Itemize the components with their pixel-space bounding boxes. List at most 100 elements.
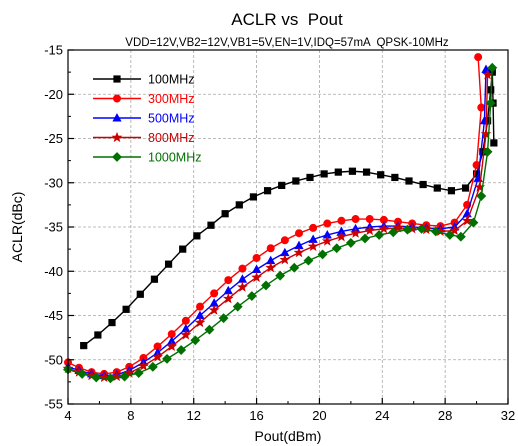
data-point-100mhz — [362, 168, 371, 176]
x-tick-label: 8 — [127, 408, 134, 423]
series-line-1000mhz — [67, 67, 493, 380]
data-point-1000mhz — [455, 231, 466, 242]
legend-item-100mhz: 100MHz — [93, 73, 195, 87]
data-point-100mhz — [249, 193, 258, 201]
data-point-100mhz — [278, 181, 286, 190]
legend-label: 800MHz — [148, 131, 195, 145]
data-point-300mhz — [266, 244, 275, 253]
y-tick-label: -25 — [44, 131, 63, 146]
data-point-1000mhz — [91, 372, 102, 383]
data-point-1000mhz — [444, 230, 455, 240]
data-point-100mhz — [263, 187, 272, 195]
legend-label: 500MHz — [148, 112, 195, 126]
data-point-1000mhz — [246, 291, 257, 301]
data-point-800mhz — [482, 69, 493, 80]
data-point-100mhz — [320, 170, 328, 178]
data-point-800mhz — [293, 246, 305, 258]
y-tick-label: -20 — [44, 87, 63, 102]
data-point-800mhz — [307, 240, 319, 252]
data-point-800mhz — [364, 224, 376, 236]
data-point-300mhz — [210, 289, 219, 298]
data-point-100mhz — [419, 180, 427, 189]
data-point-100mhz — [80, 341, 88, 350]
data-point-800mhz — [180, 329, 192, 340]
data-point-800mhz — [251, 271, 262, 283]
legend: 100MHz 300MHz 500MHz 800MHz 1000MHz — [93, 73, 202, 165]
data-point-800mhz — [378, 223, 390, 234]
data-point-800mhz — [449, 224, 460, 236]
data-point-100mhz — [405, 177, 413, 185]
x-tick-label: 20 — [312, 408, 326, 423]
data-point-500mhz — [251, 264, 262, 273]
series-line-300mhz — [67, 57, 482, 375]
data-point-1000mhz — [331, 243, 342, 254]
data-point-100mhz — [433, 184, 441, 192]
data-point-1000mhz — [468, 217, 479, 228]
data-point-800mhz — [98, 371, 110, 383]
x-tick-label: 4 — [64, 408, 71, 423]
data-point-100mhz — [235, 201, 243, 209]
legend-item-500mhz: 500MHz — [93, 112, 195, 126]
data-point-800mhz — [461, 215, 473, 226]
legend-marker — [112, 113, 122, 122]
data-point-100mhz — [391, 173, 399, 182]
data-point-100mhz — [207, 221, 215, 229]
y-axis-label: ACLR(dBc) — [9, 192, 25, 263]
data-point-300mhz — [181, 316, 190, 325]
data-point-300mhz — [238, 264, 247, 273]
data-point-1000mhz — [147, 361, 158, 372]
data-point-300mhz — [309, 223, 318, 232]
series-100mhz — [80, 68, 498, 350]
x-tick-label: 16 — [249, 408, 263, 423]
data-point-1000mhz — [430, 226, 441, 237]
legend-label: 100MHz — [148, 73, 195, 87]
data-point-800mhz — [194, 316, 206, 328]
data-point-800mhz — [350, 227, 361, 238]
data-point-1000mhz — [176, 345, 187, 355]
data-point-1000mhz — [374, 230, 385, 240]
data-point-100mhz — [122, 305, 130, 313]
data-point-1000mhz — [105, 373, 116, 384]
plot-series — [62, 53, 498, 384]
data-point-800mhz — [222, 293, 234, 304]
data-point-1000mhz — [485, 98, 496, 109]
data-point-800mhz — [111, 370, 123, 382]
data-point-800mhz — [336, 231, 347, 242]
data-point-100mhz — [164, 260, 173, 268]
series-line-100mhz — [83, 71, 495, 347]
data-point-100mhz — [136, 290, 144, 298]
legend-item-1000mhz: 1000MHz — [93, 151, 202, 165]
data-point-1000mhz — [232, 301, 243, 312]
data-point-100mhz — [490, 139, 498, 147]
data-point-1000mhz — [77, 368, 88, 379]
data-point-300mhz — [252, 253, 261, 262]
x-tick-label: 32 — [501, 408, 515, 423]
data-point-100mhz — [447, 187, 456, 195]
x-axis-label: Pout(dBm) — [255, 428, 322, 444]
y-tick-label: -40 — [44, 264, 63, 279]
data-point-1000mhz — [388, 227, 399, 238]
data-point-800mhz — [152, 351, 163, 362]
data-point-300mhz — [351, 215, 360, 224]
data-point-800mhz — [208, 304, 220, 315]
data-point-1000mhz — [360, 233, 370, 244]
y-tick-label: -15 — [44, 43, 63, 58]
data-point-1000mhz — [275, 270, 286, 281]
data-point-1000mhz — [190, 335, 201, 346]
data-point-800mhz — [166, 340, 178, 352]
legend-label: 1000MHz — [148, 151, 202, 165]
x-tick-label: 28 — [438, 408, 452, 423]
data-point-100mhz — [193, 232, 201, 240]
y-tick-label: -50 — [44, 352, 63, 367]
data-point-1000mhz — [303, 255, 314, 266]
data-point-1000mhz — [261, 280, 271, 291]
legend-label: 300MHz — [148, 92, 195, 106]
y-tick-label: -35 — [44, 220, 63, 235]
data-point-100mhz — [108, 318, 116, 327]
data-point-100mhz — [150, 275, 159, 283]
y-tick-label: -45 — [44, 308, 63, 323]
data-point-100mhz — [292, 177, 300, 185]
x-tick-label: 24 — [375, 408, 389, 423]
data-point-300mhz — [224, 276, 233, 285]
